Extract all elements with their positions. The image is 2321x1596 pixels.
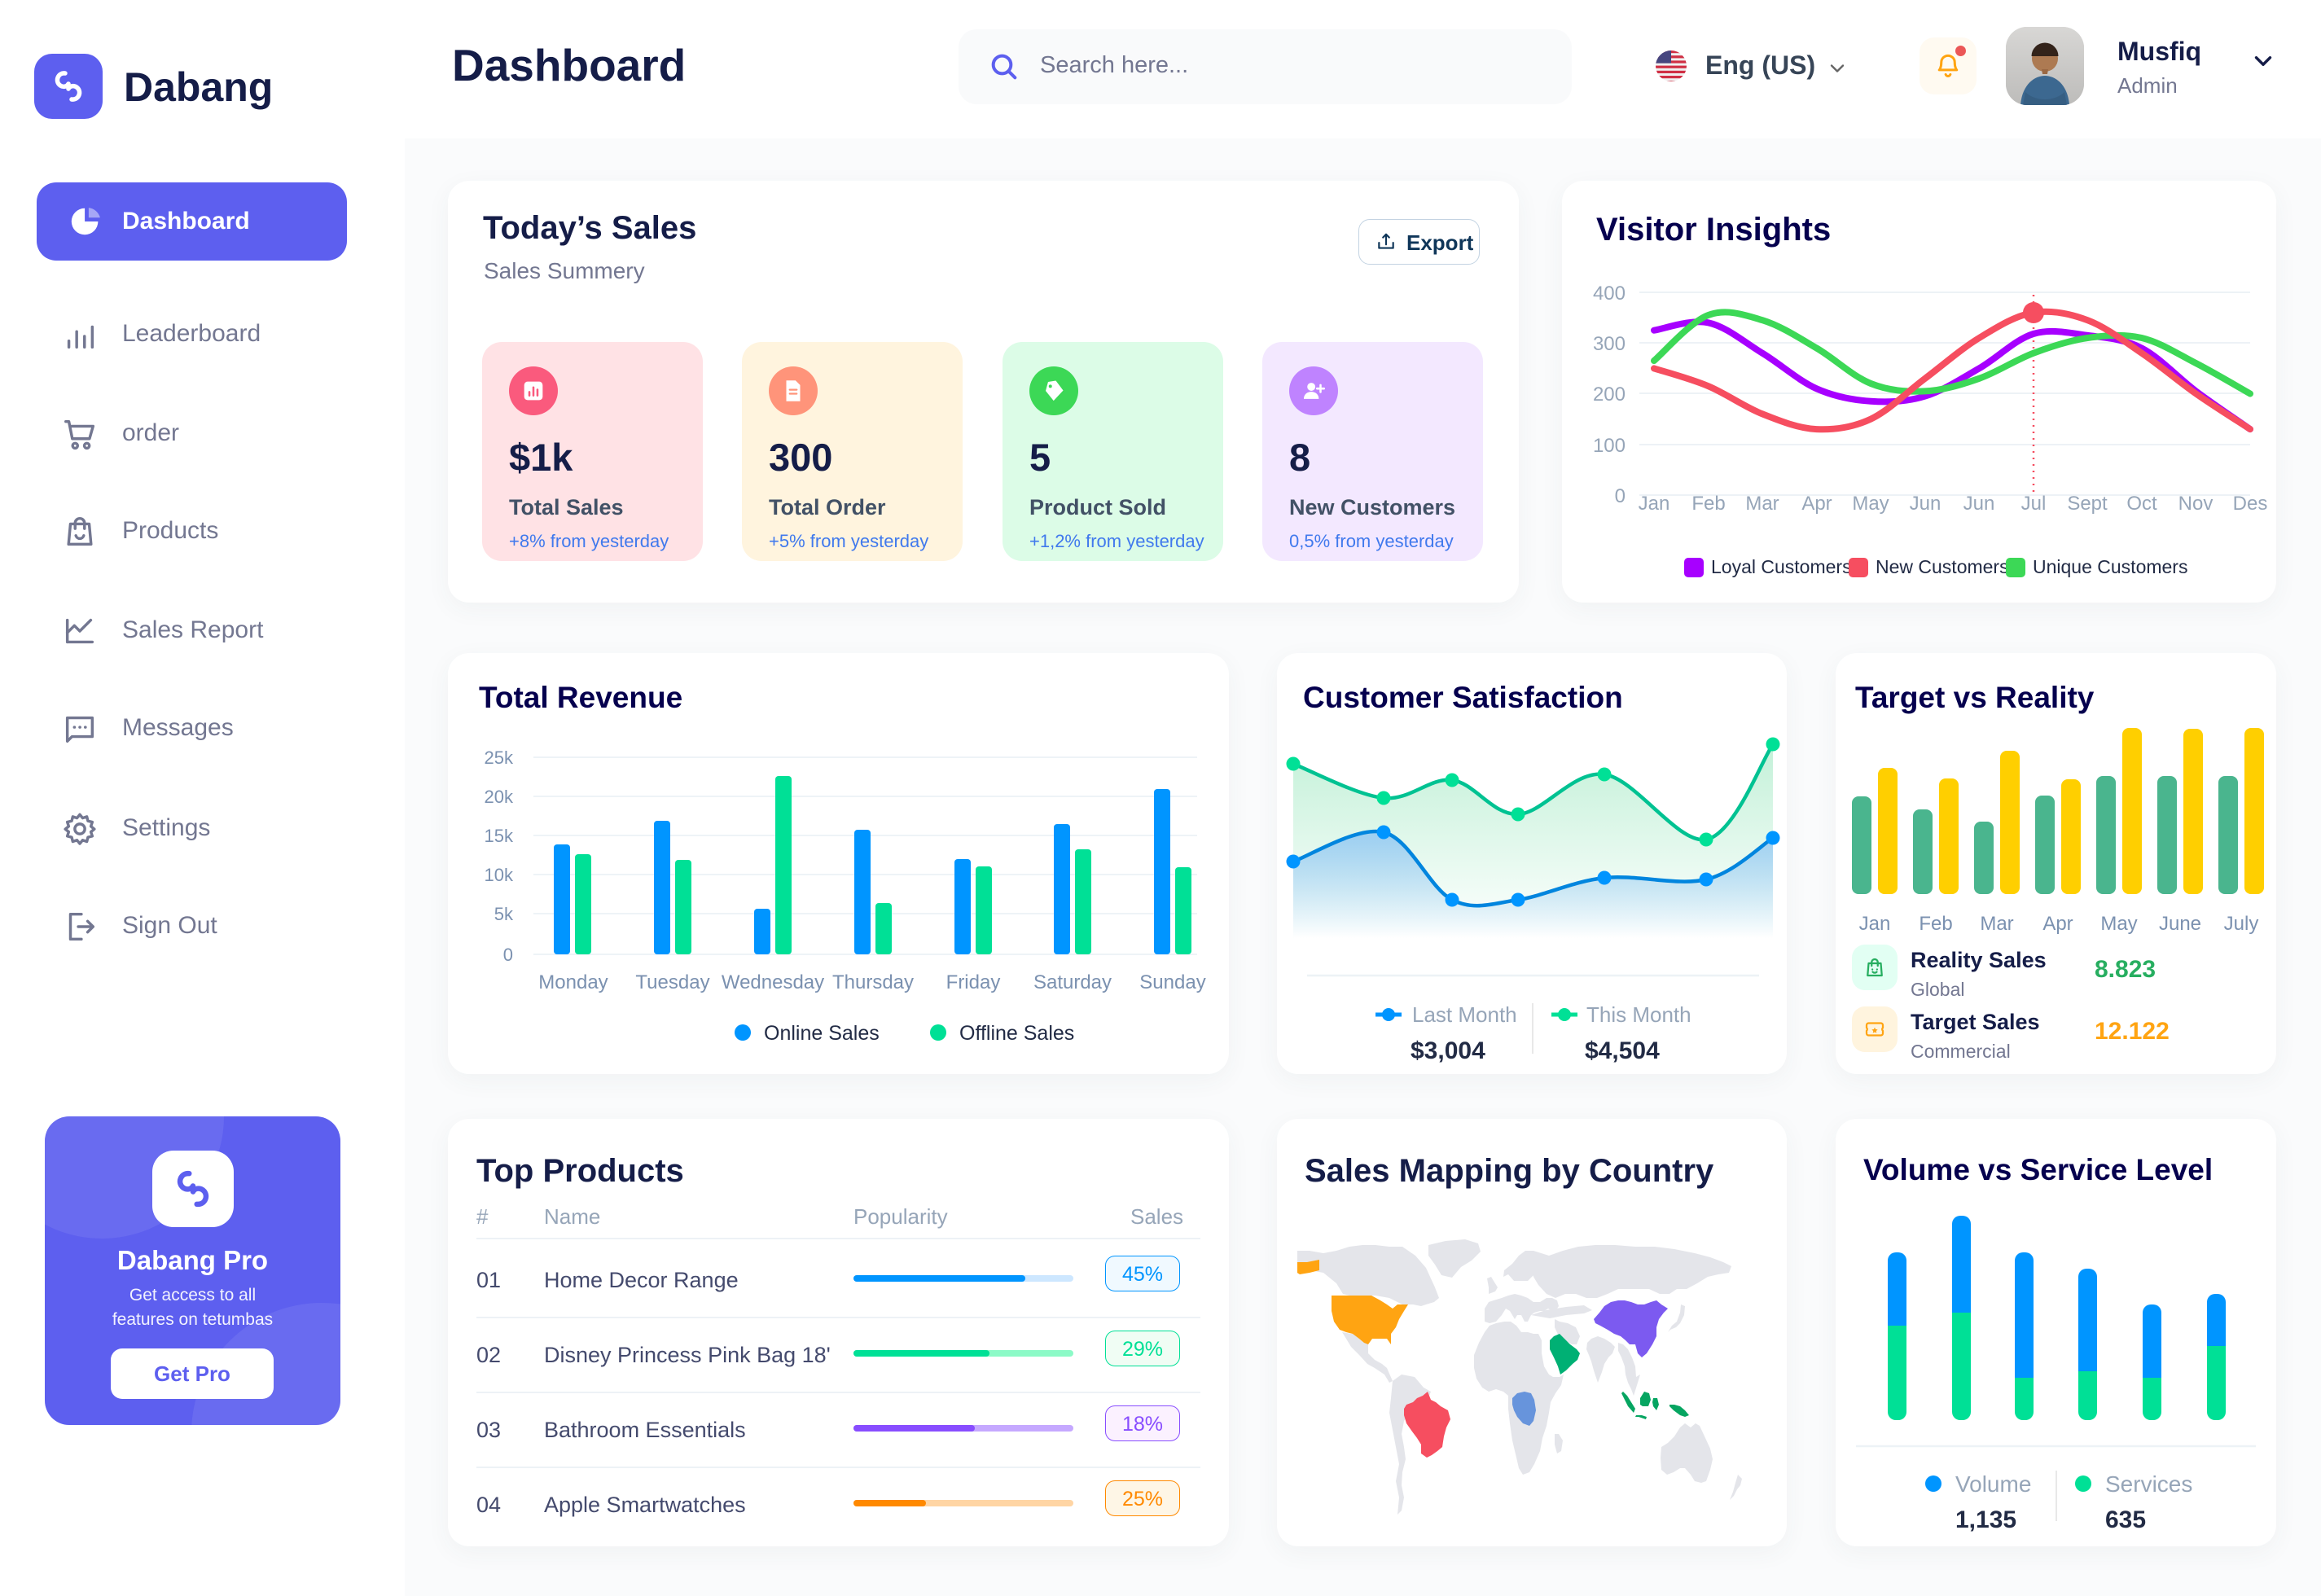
svg-text:1,135: 1,135 [1955, 1506, 2016, 1533]
svg-text:0: 0 [1615, 485, 1626, 507]
svg-text:Last Month: Last Month [1412, 1002, 1517, 1027]
svg-text:Loyal Customers: Loyal Customers [1711, 556, 1852, 577]
svg-text:Offline Sales: Offline Sales [959, 1022, 1074, 1045]
svg-text:5k: 5k [494, 904, 514, 924]
svg-text:Jun: Jun [1963, 493, 1995, 515]
svg-text:$4,504: $4,504 [1585, 1037, 1660, 1064]
svg-text:Feb: Feb [1919, 913, 1952, 935]
svg-text:Services: Services [2105, 1471, 2192, 1497]
svg-text:Apr: Apr [2042, 913, 2073, 935]
svg-text:Monday: Monday [538, 971, 608, 993]
svg-text:Oct: Oct [2126, 493, 2157, 515]
svg-text:100: 100 [1593, 435, 1626, 457]
svg-text:This Month: This Month [1586, 1002, 1691, 1027]
svg-text:Apr: Apr [1801, 493, 1832, 515]
svg-text:300: 300 [1593, 333, 1626, 355]
svg-text:Jun: Jun [1910, 493, 1941, 515]
svg-text:Unique Customers: Unique Customers [2033, 556, 2187, 577]
svg-text:New Customers: New Customers [1876, 556, 2009, 577]
svg-text:Des: Des [2233, 493, 2268, 515]
svg-text:Nov: Nov [2178, 493, 2214, 515]
svg-text:200: 200 [1593, 384, 1626, 406]
svg-text:0: 0 [503, 945, 513, 965]
svg-text:25k: 25k [485, 748, 514, 768]
svg-text:Volume: Volume [1955, 1471, 2031, 1497]
svg-text:Jan: Jan [1859, 913, 1891, 935]
svg-text:400: 400 [1593, 283, 1626, 305]
svg-text:Thursday: Thursday [832, 971, 914, 993]
svg-text:15k: 15k [485, 826, 514, 846]
svg-text:Friday: Friday [946, 971, 1001, 993]
svg-text:Jul: Jul [2021, 493, 2047, 515]
svg-text:Feb: Feb [1691, 493, 1725, 515]
svg-text:Mar: Mar [1745, 493, 1779, 515]
svg-text:Sept: Sept [2067, 493, 2108, 515]
svg-text:May: May [1852, 493, 1889, 515]
svg-text:Saturday: Saturday [1033, 971, 1112, 993]
svg-text:635: 635 [2105, 1506, 2146, 1533]
svg-text:Sunday: Sunday [1139, 971, 1205, 993]
svg-text:Jan: Jan [1639, 493, 1670, 515]
svg-text:Wednesday: Wednesday [722, 971, 824, 993]
svg-text:July: July [2224, 913, 2259, 935]
svg-text:10k: 10k [485, 865, 514, 885]
svg-text:Tuesday: Tuesday [635, 971, 709, 993]
svg-text:20k: 20k [485, 787, 514, 807]
svg-text:May: May [2100, 913, 2137, 935]
svg-text:June: June [2159, 913, 2201, 935]
svg-text:$3,004: $3,004 [1411, 1037, 1485, 1064]
svg-text:Online Sales: Online Sales [764, 1022, 880, 1045]
svg-text:Mar: Mar [1980, 913, 2013, 935]
